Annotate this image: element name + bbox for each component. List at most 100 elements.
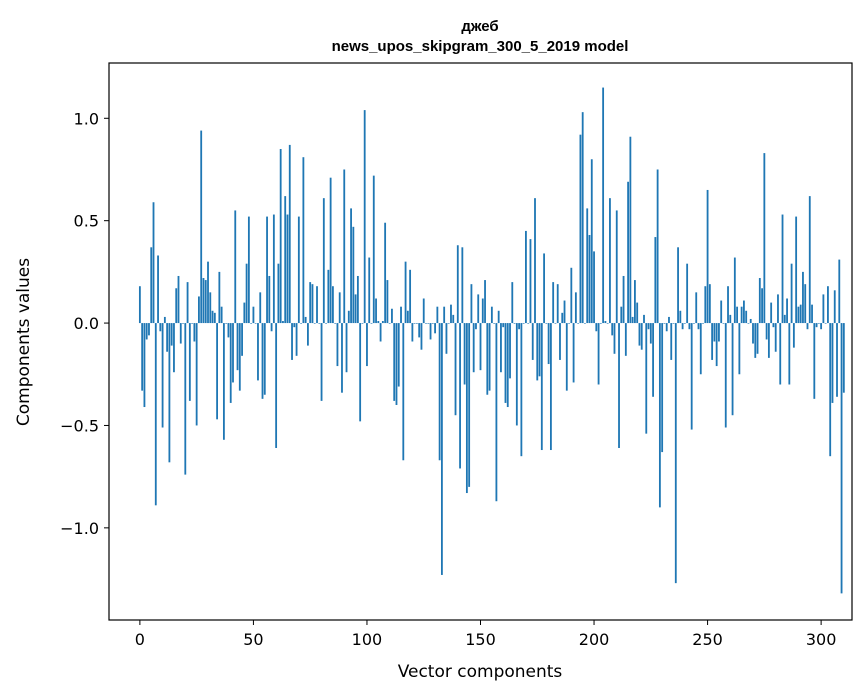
bar: [477, 294, 480, 324]
bar: [236, 323, 239, 371]
bar: [300, 323, 303, 324]
bar: [715, 323, 718, 367]
bar: [649, 323, 652, 344]
bar: [702, 323, 704, 324]
x-tick-label: 50: [243, 630, 263, 649]
bar: [613, 323, 616, 354]
bar: [386, 280, 389, 324]
bar: [731, 323, 734, 416]
bar: [738, 323, 741, 375]
bar: [229, 323, 232, 403]
bar: [143, 323, 146, 408]
bar: [454, 323, 457, 416]
bar: [393, 323, 396, 401]
bar: [486, 323, 489, 395]
bar: [443, 306, 446, 324]
bar: [711, 323, 714, 360]
bar: [763, 153, 766, 324]
bar: [838, 259, 841, 324]
bar: [545, 323, 548, 324]
bar: [461, 247, 464, 324]
bar: [790, 263, 793, 324]
bar: [674, 323, 677, 584]
bar: [297, 216, 300, 324]
bar: [547, 323, 550, 365]
bar: [513, 323, 516, 324]
bar: [554, 323, 557, 324]
bar: [363, 110, 366, 324]
bar: [431, 323, 434, 324]
bar: [733, 257, 736, 324]
bar: [193, 323, 196, 342]
bar: [154, 323, 157, 506]
bar: [372, 175, 375, 324]
y-tick-label: 0.0: [74, 314, 99, 333]
bar: [570, 267, 573, 324]
bar: [645, 323, 648, 434]
bar: [379, 323, 382, 342]
bars-group: [138, 87, 845, 594]
bar: [836, 323, 838, 397]
y-tick-label: 0.5: [74, 212, 99, 231]
bar: [397, 323, 400, 387]
bar: [609, 198, 611, 324]
bar: [168, 323, 171, 463]
bar: [238, 323, 241, 391]
bar: [618, 323, 620, 448]
bar: [652, 323, 654, 397]
x-tick-label: 100: [352, 630, 383, 649]
bar: [677, 247, 679, 324]
bar: [381, 321, 384, 324]
bar: [588, 235, 591, 324]
bar: [411, 323, 414, 342]
bar: [279, 149, 282, 324]
bar: [595, 323, 598, 332]
bar: [141, 323, 144, 391]
bar: [740, 306, 743, 324]
bar: [413, 323, 416, 324]
bar: [586, 208, 589, 324]
bar: [772, 323, 775, 328]
bar: [808, 196, 811, 324]
bar: [366, 323, 368, 367]
bar: [654, 237, 657, 324]
y-tick-label: 1.0: [74, 109, 99, 128]
bar: [322, 198, 325, 324]
y-tick-label: −1.0: [60, 519, 99, 538]
bar: [304, 316, 307, 324]
bar: [468, 323, 471, 487]
bar: [511, 282, 514, 324]
bar: [302, 157, 305, 324]
bar: [574, 292, 577, 324]
bar: [245, 263, 248, 324]
bar: [352, 226, 355, 324]
bar: [727, 286, 729, 324]
bar: [568, 323, 570, 324]
bar: [686, 263, 689, 324]
bar: [175, 288, 178, 324]
y-axis-ticks: −1.0 −0.5 0.0 0.5 1.0: [60, 109, 109, 538]
bar: [767, 323, 770, 358]
bar: [718, 323, 720, 342]
bar: [795, 216, 798, 324]
plot-frame: [108, 62, 853, 621]
bar: [593, 251, 595, 324]
bar: [840, 323, 843, 594]
bar: [150, 247, 153, 324]
bar: [286, 214, 289, 324]
bar: [391, 308, 393, 324]
bar: [420, 323, 423, 350]
bar: [604, 321, 607, 324]
bar: [186, 282, 189, 324]
bar: [556, 284, 559, 324]
bar: [370, 323, 373, 324]
bar: [341, 323, 343, 393]
bar: [356, 275, 359, 324]
bar: [329, 177, 332, 324]
bar: [522, 323, 525, 324]
bar: [520, 323, 523, 457]
bar: [627, 181, 630, 324]
bar: [820, 323, 823, 330]
x-axis-ticks: 0 50 100 150 200 250 300: [135, 620, 836, 649]
bar: [152, 202, 155, 324]
